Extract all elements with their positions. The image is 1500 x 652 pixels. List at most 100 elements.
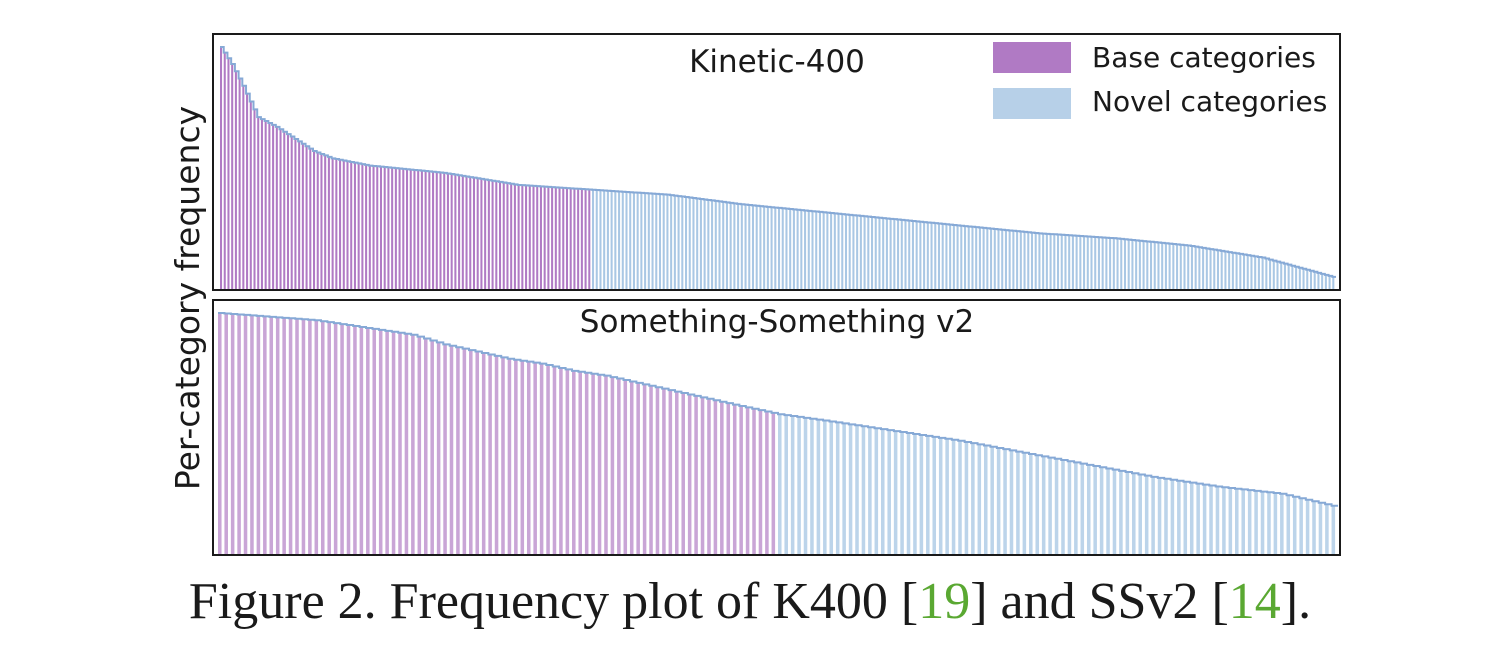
novel-category-bar xyxy=(859,215,862,289)
novel-category-bar xyxy=(1321,273,1324,289)
novel-category-bar xyxy=(1027,232,1030,289)
novel-category-bar xyxy=(1179,244,1182,289)
novel-category-bar xyxy=(1198,247,1201,289)
base-category-bar xyxy=(340,324,344,554)
base-category-bar xyxy=(488,354,492,554)
novel-category-bar xyxy=(971,443,975,554)
novel-category-bar xyxy=(673,195,676,289)
base-category-bar xyxy=(739,405,743,554)
novel-category-bar xyxy=(842,423,846,554)
base-category-bar xyxy=(346,325,351,554)
base-category-bar xyxy=(700,397,705,554)
novel-category-bar xyxy=(1083,236,1086,289)
base-category-bar xyxy=(577,188,580,289)
base-category-bar xyxy=(469,350,473,554)
base-category-bar xyxy=(758,410,763,554)
novel-category-bar xyxy=(784,415,788,554)
novel-category-bar xyxy=(618,191,621,289)
novel-category-bar xyxy=(1064,235,1067,289)
novel-category-bar xyxy=(848,424,853,554)
base-category-bar xyxy=(368,165,371,289)
novel-category-bar xyxy=(848,214,851,289)
base-category-bar xyxy=(308,319,312,554)
base-category-bar xyxy=(314,320,319,554)
novel-category-bar xyxy=(1105,237,1108,289)
novel-category-bar xyxy=(1029,453,1033,555)
novel-category-bar xyxy=(982,227,985,289)
novel-category-bar xyxy=(696,198,699,289)
base-category-bar xyxy=(365,164,368,289)
novel-category-bar xyxy=(595,190,598,289)
novel-category-bar xyxy=(1057,234,1060,289)
novel-category-bar xyxy=(1125,472,1130,554)
base-category-bar xyxy=(623,380,628,554)
novel-category-bar xyxy=(1164,478,1168,554)
base-category-bar xyxy=(218,313,222,554)
novel-category-bar xyxy=(1216,250,1220,289)
base-category-bar xyxy=(424,171,427,289)
base-category-bar xyxy=(282,317,286,554)
base-category-bar xyxy=(350,161,353,289)
novel-category-bar xyxy=(789,209,792,289)
novel-category-bar xyxy=(908,220,911,289)
novel-category-bar xyxy=(658,194,662,289)
novel-category-bar xyxy=(1287,264,1290,289)
base-category-bar xyxy=(597,374,602,554)
novel-category-bar xyxy=(874,217,877,289)
novel-category-bar xyxy=(1172,243,1175,289)
caption-ref-19[interactable]: 19 xyxy=(918,573,971,630)
base-category-bar xyxy=(275,317,280,554)
base-category-bar xyxy=(539,363,544,554)
novel-category-bar xyxy=(887,430,891,554)
novel-category-bar xyxy=(614,191,617,289)
kinetics-400-bars xyxy=(220,47,1335,290)
base-category-bar xyxy=(476,178,479,289)
novel-category-bar xyxy=(759,206,762,289)
base-category-bar xyxy=(385,330,389,554)
novel-category-bar xyxy=(748,205,751,289)
base-category-bar xyxy=(713,400,718,554)
novel-category-bar xyxy=(1309,270,1313,289)
caption-ref-14[interactable]: 14 xyxy=(1228,573,1281,630)
base-category-bar xyxy=(234,71,237,289)
novel-category-bar xyxy=(856,215,859,289)
base-category-bar xyxy=(573,188,576,289)
base-category-bar xyxy=(456,347,460,554)
novel-category-bar xyxy=(644,193,647,289)
novel-category-bar xyxy=(666,194,669,289)
novel-category-bar xyxy=(960,225,963,289)
base-category-bar xyxy=(465,176,468,289)
novel-category-bar xyxy=(792,209,795,289)
novel-category-bar xyxy=(718,201,721,289)
novel-category-bar xyxy=(826,212,829,289)
kinetics-400-frame xyxy=(212,33,1341,291)
base-category-bar xyxy=(295,318,299,554)
base-category-bar xyxy=(378,329,383,554)
novel-category-bar xyxy=(1318,502,1323,554)
base-category-bar xyxy=(423,338,428,554)
novel-category-bar xyxy=(1215,486,1220,554)
novel-category-bar xyxy=(919,434,924,554)
base-category-bar xyxy=(294,138,297,289)
base-category-bar xyxy=(357,163,360,289)
novel-category-bar xyxy=(737,203,740,289)
novel-category-bar xyxy=(997,229,1000,289)
novel-category-bar xyxy=(1012,230,1015,289)
novel-category-bar xyxy=(1228,252,1231,289)
base-category-bar xyxy=(372,165,375,289)
novel-category-bar xyxy=(893,431,898,554)
base-category-bar xyxy=(629,381,634,554)
novel-category-bar xyxy=(763,206,766,289)
novel-category-bar xyxy=(937,223,941,289)
base-category-bar xyxy=(230,313,235,554)
base-category-bar xyxy=(246,93,249,289)
base-category-bar xyxy=(237,314,241,554)
novel-category-bar xyxy=(897,219,900,289)
novel-category-bar xyxy=(811,211,814,289)
novel-category-bar xyxy=(1101,237,1104,289)
novel-category-bar xyxy=(1170,479,1175,554)
base-category-bar xyxy=(726,403,731,554)
novel-category-bar xyxy=(871,217,874,289)
base-category-bar xyxy=(256,315,261,554)
